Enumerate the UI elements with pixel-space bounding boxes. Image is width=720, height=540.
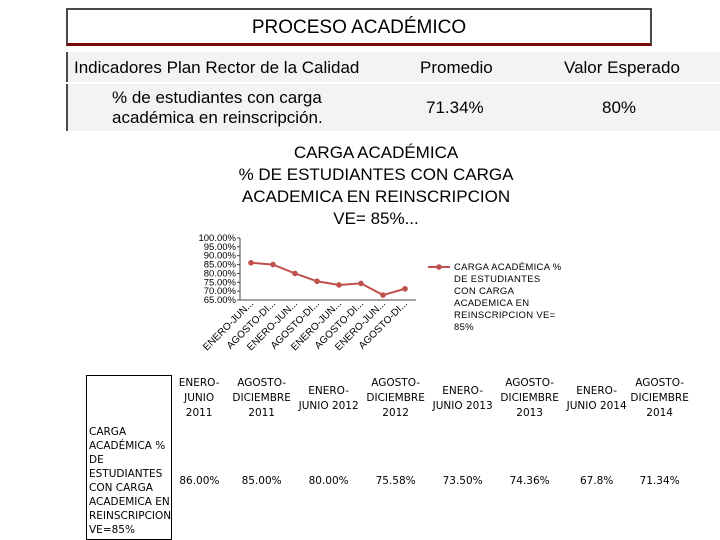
table-header-cell: AGOSTO-DICIEMBRE 2012 [366, 377, 425, 419]
table-header-cell: ENERO-JUNIO 2014 [566, 384, 627, 412]
table-header-row: ENERO-JUNIO 2011 AGOSTO-DICIEMBRE 2011 E… [85, 375, 691, 422]
table-header-cell: AGOSTO-DICIEMBRE 2013 [500, 377, 559, 419]
table-value-cell: 85.00% [241, 474, 282, 487]
expected-column-header: Valor Esperado [564, 58, 680, 77]
table-header-cell: AGOSTO-DICIEMBRE 2014 [630, 377, 689, 419]
data-point [402, 285, 408, 292]
table-header-cell: ENERO-JUNIO 2012 [298, 384, 359, 412]
table-value-cell: 80.00% [308, 474, 349, 487]
indicator-row: % de estudiantes con carga académica en … [66, 84, 720, 131]
data-point [292, 270, 298, 277]
data-point [314, 278, 320, 285]
data-table: ENERO-JUNIO 2011 AGOSTO-DICIEMBRE 2011 E… [85, 375, 691, 540]
chart-title: CARGA ACADÉMICA % DE ESTUDIANTES CON CAR… [200, 142, 552, 230]
chart-title-line-3: ACADEMICA EN REINSCRIPCION [241, 187, 511, 206]
series-line [250, 261, 406, 297]
indicator-average: 71.34% [426, 98, 484, 117]
page-title: PROCESO ACADÉMICO [66, 8, 652, 46]
y-tick-label: 95.00% [204, 242, 237, 253]
data-point [358, 280, 364, 287]
table-corner-cell [85, 375, 173, 422]
y-tick-label: 80.00% [204, 268, 237, 279]
y-tick-label: 85.00% [204, 260, 237, 271]
table-value-cell: 67.8% [579, 474, 614, 487]
data-point [270, 261, 276, 268]
table-value-cell: 86.00% [179, 474, 220, 487]
chart-legend-text: CARGA ACADÉMICA % DE ESTUDIANTES CON CAR… [454, 262, 562, 333]
y-tick-label: 75.00% [204, 277, 237, 288]
y-tick-label: 70.00% [204, 286, 237, 297]
indicator-label: % de estudiantes con carga académica en … [112, 88, 323, 127]
indicator-column-header: Indicadores Plan Rector de la Calidad [74, 58, 360, 77]
table-row-label: CARGA ACADÉMICA % DE ESTUDIANTES CON CAR… [85, 421, 173, 540]
indicator-header-row: Indicadores Plan Rector de la Calidad Pr… [66, 52, 720, 82]
chart-title-line-4: VE= 85%... [333, 209, 419, 228]
table-header-cell: AGOSTO-DICIEMBRE 2011 [232, 377, 291, 419]
table-header-cell: ENERO-JUNIO 2011 [178, 377, 220, 419]
table-row: CARGA ACADÉMICA % DE ESTUDIANTES CON CAR… [85, 421, 691, 540]
y-tick-label: 65.00% [204, 295, 237, 306]
y-tick-label: 90.00% [204, 251, 237, 262]
indicator-expected: 80% [602, 98, 637, 117]
chart-title-line-2: % DE ESTUDIANTES CON CARGA [238, 165, 514, 184]
data-point [336, 282, 342, 288]
table-value-cell: 75.58% [375, 474, 416, 487]
y-tick-label: 100.00% [198, 233, 236, 244]
chart-title-line-1: CARGA ACADÉMICA [293, 143, 459, 162]
data-point [248, 260, 254, 266]
table-header-cell: ENERO-JUNIO 2013 [432, 384, 493, 412]
table-value-cell: 73.50% [442, 474, 483, 487]
data-point [380, 292, 386, 298]
table-value-cell: 71.34% [639, 474, 680, 487]
average-column-header: Promedio [420, 58, 493, 77]
legend-marker [436, 264, 442, 270]
table-value-cell: 74.36% [509, 474, 550, 487]
